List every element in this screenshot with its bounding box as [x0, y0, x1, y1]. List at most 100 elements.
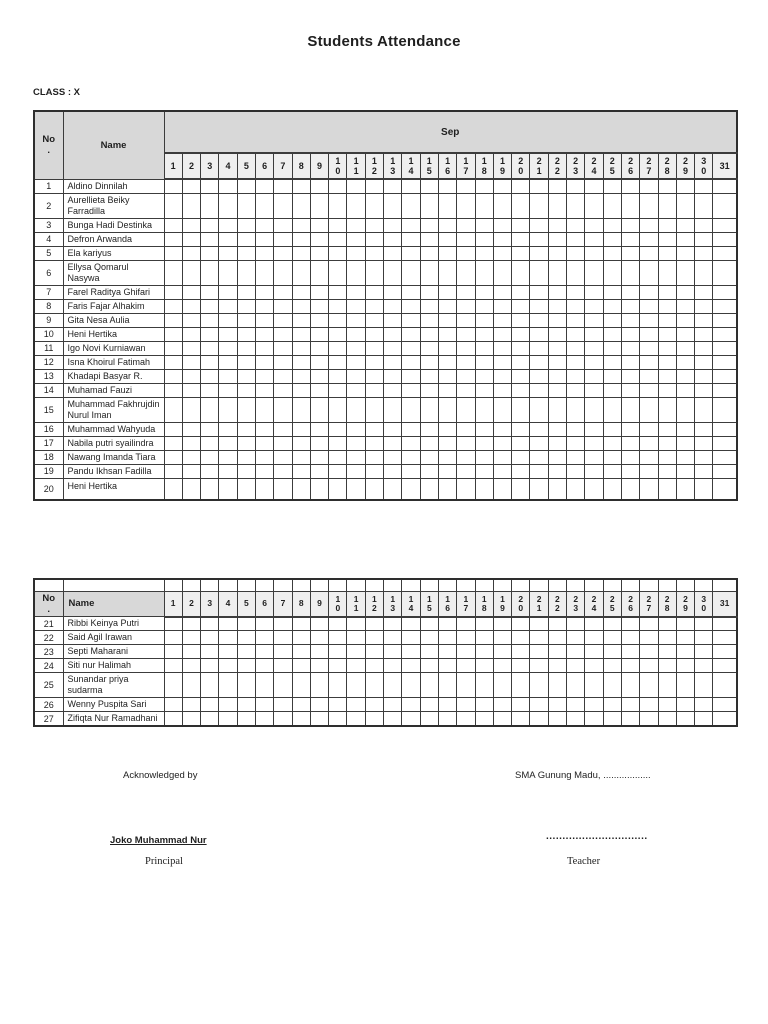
- attendance-cell: [437, 326, 458, 342]
- attendance-cell: [364, 259, 385, 286]
- attendance-cell: [584, 354, 604, 370]
- attendance-cell: [364, 435, 385, 451]
- attendance-cell: [254, 435, 275, 451]
- attendance-cell: [218, 477, 238, 501]
- attendance-cell: [364, 697, 385, 712]
- attendance-cell: [273, 658, 293, 673]
- attendance-cell: [620, 326, 641, 342]
- class-label: CLASS : X: [33, 87, 80, 98]
- attendance-cell: [401, 312, 421, 328]
- attendance-cell: [291, 312, 311, 328]
- attendance-cell: [163, 368, 183, 384]
- empty-cell: [675, 578, 696, 592]
- attendance-cell: [566, 616, 586, 631]
- attendance-cell: [639, 711, 659, 727]
- attendance-cell: [492, 711, 513, 727]
- attendance-cell: [200, 421, 220, 437]
- attendance-cell: [529, 284, 549, 300]
- attendance-cell: [620, 192, 641, 219]
- attendance-cell: [511, 697, 531, 712]
- attendance-cell: [254, 644, 275, 659]
- student-number: 16: [33, 421, 64, 437]
- attendance-cell: [218, 245, 238, 261]
- attendance-cell: [291, 354, 311, 370]
- attendance-cell: [529, 245, 549, 261]
- attendance-cell: [639, 463, 659, 479]
- attendance-cell: [346, 298, 366, 314]
- attendance-cell: [254, 630, 275, 645]
- attendance-cell: [639, 326, 659, 342]
- attendance-cell: [218, 382, 238, 398]
- attendance-cell: [694, 449, 714, 465]
- attendance-cell: [566, 354, 586, 370]
- attendance-cell: [328, 231, 348, 247]
- attendance-cell: [511, 217, 531, 233]
- attendance-cell: [291, 298, 311, 314]
- attendance-cell: [584, 463, 604, 479]
- attendance-cell: [181, 435, 202, 451]
- attendance-cell: [712, 231, 738, 247]
- attendance-cell: [309, 711, 330, 727]
- attendance-cell: [419, 421, 439, 437]
- attendance-cell: [474, 449, 494, 465]
- name-column-header: Name: [62, 110, 165, 180]
- attendance-cell: [474, 312, 494, 328]
- attendance-cell: [254, 463, 275, 479]
- acknowledged-by-label: Acknowledged by: [123, 770, 198, 781]
- attendance-cell: [383, 178, 403, 194]
- attendance-cell: [712, 217, 738, 233]
- attendance-cell: [273, 644, 293, 659]
- principal-name: Joko Muhammad Nur: [110, 835, 207, 846]
- student-name: Faris Fajar Alhakim: [62, 298, 165, 314]
- student-name: Nabila putri syailindra: [62, 435, 165, 451]
- attendance-cell: [584, 672, 604, 698]
- student-row: 18 Nawang Imanda Tiara: [33, 449, 738, 465]
- attendance-cell: [383, 284, 403, 300]
- attendance-cell: [584, 298, 604, 314]
- attendance-cell: [620, 178, 641, 194]
- attendance-cell: [218, 463, 238, 479]
- student-name: Sunandar priya sudarma: [62, 672, 165, 698]
- attendance-cell: [694, 382, 714, 398]
- attendance-cell: [218, 284, 238, 300]
- attendance-cell: [364, 672, 385, 698]
- attendance-cell: [437, 697, 458, 712]
- attendance-cell: [456, 259, 476, 286]
- attendance-cell: [364, 658, 385, 673]
- attendance-cell: [309, 382, 330, 398]
- empty-cell: [383, 578, 403, 592]
- attendance-cell: [291, 340, 311, 356]
- attendance-cell: [529, 630, 549, 645]
- attendance-cell: [712, 368, 738, 384]
- attendance-cell: [419, 382, 439, 398]
- attendance-cell: [584, 644, 604, 659]
- attendance-cell: [474, 217, 494, 233]
- attendance-cell: [639, 449, 659, 465]
- attendance-cell: [163, 192, 183, 219]
- attendance-cell: [273, 463, 293, 479]
- attendance-cell: [602, 354, 622, 370]
- attendance-cell: [529, 340, 549, 356]
- attendance-cell: [309, 354, 330, 370]
- attendance-cell: [492, 396, 513, 423]
- student-name: Farel Raditya Ghifari: [62, 284, 165, 300]
- attendance-cell: [639, 284, 659, 300]
- attendance-cell: [602, 396, 622, 423]
- attendance-cell: [200, 477, 220, 501]
- attendance-cell: [328, 298, 348, 314]
- attendance-cell: [620, 217, 641, 233]
- attendance-cell: [364, 231, 385, 247]
- attendance-cell: [639, 368, 659, 384]
- attendance-cell: [163, 284, 183, 300]
- attendance-cell: [639, 192, 659, 219]
- attendance-cell: [346, 644, 366, 659]
- attendance-cell: [437, 449, 458, 465]
- attendance-cell: [383, 435, 403, 451]
- attendance-cell: [383, 463, 403, 479]
- attendance-cell: [547, 477, 568, 501]
- attendance-cell: [309, 616, 330, 631]
- attendance-cell: [492, 658, 513, 673]
